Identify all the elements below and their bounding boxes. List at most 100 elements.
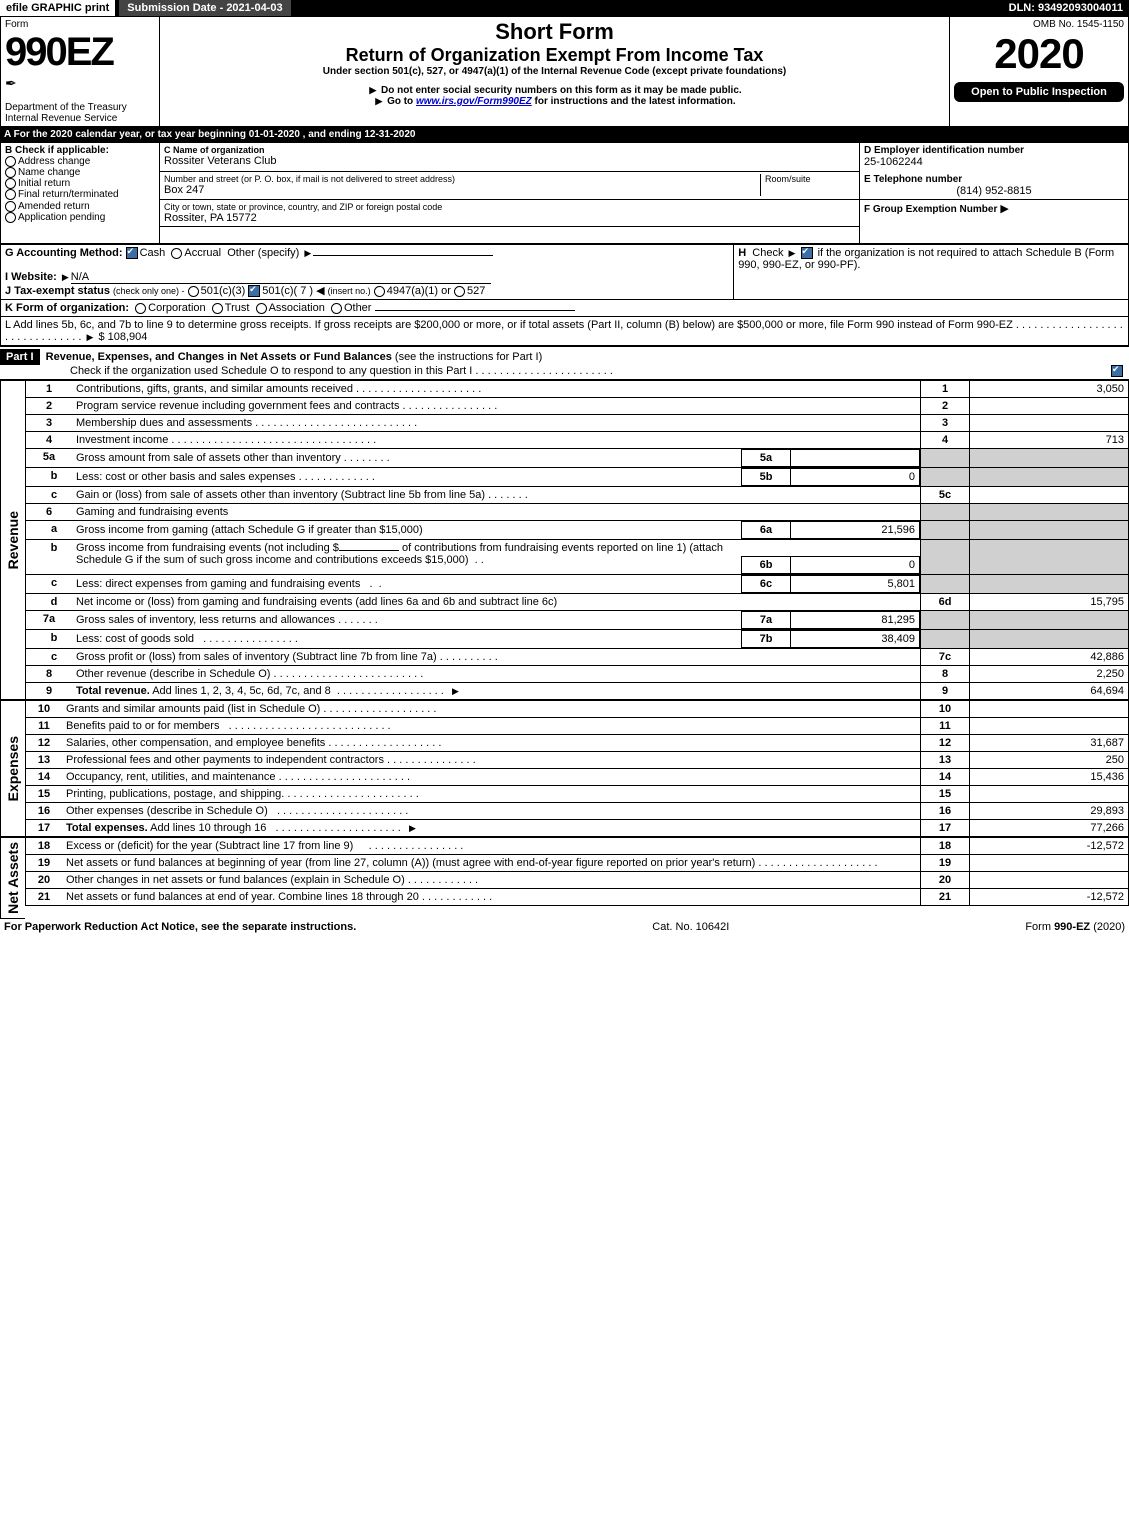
table-row: 20Other changes in net assets or fund ba…	[26, 872, 1129, 889]
501c-checkbox[interactable]	[248, 285, 260, 297]
name-change-label: Name change	[18, 167, 80, 178]
table-row: 21Net assets or fund balances at end of …	[26, 889, 1129, 906]
arrow-icon: ▶	[1000, 203, 1008, 215]
tax-year: 2020	[954, 30, 1124, 78]
table-row: 3Membership dues and assessments . . . .…	[26, 415, 1129, 432]
table-row: 6Gaming and fundraising events	[26, 504, 1129, 521]
final-return-label: Final return/terminated	[18, 190, 119, 201]
org-name: Rossiter Veterans Club	[164, 155, 855, 167]
table-row: 15Printing, publications, postage, and s…	[26, 786, 1129, 803]
table-row: 8Other revenue (describe in Schedule O) …	[26, 666, 1129, 683]
application-pending-radio[interactable]	[5, 212, 16, 223]
initial-return-label: Initial return	[18, 178, 70, 189]
net-assets-table: 18Excess or (deficit) for the year (Subt…	[25, 837, 1129, 906]
assoc-radio[interactable]	[256, 303, 267, 314]
e-phone-label: E Telephone number	[864, 174, 1124, 185]
accrual-radio[interactable]	[171, 248, 182, 259]
527-radio[interactable]	[454, 286, 465, 297]
form-number: 990EZ	[5, 30, 155, 75]
cat-no: Cat. No. 10642I	[652, 921, 729, 933]
submission-date: Submission Date - 2021-04-03	[119, 0, 290, 16]
room-suite-label: Room/suite	[765, 174, 855, 184]
omb-number: OMB No. 1545-1150	[954, 19, 1124, 30]
city-value: Rossiter, PA 15772	[164, 212, 855, 224]
revenue-table: 1Contributions, gifts, grants, and simil…	[25, 380, 1129, 700]
trust-radio[interactable]	[212, 303, 223, 314]
part-i-badge: Part I	[0, 349, 40, 365]
expenses-table: 10Grants and similar amounts paid (list …	[25, 700, 1129, 837]
other-specify-label: Other (specify)	[227, 247, 299, 259]
table-row: 4Investment income . . . . . . . . . . .…	[26, 432, 1129, 449]
insert-no-label: (insert no.)	[328, 286, 371, 296]
subtitle: Under section 501(c), 527, or 4947(a)(1)…	[164, 66, 945, 77]
k-label: K Form of organization:	[5, 302, 129, 314]
efile-print-button[interactable]: efile GRAPHIC print	[0, 0, 115, 16]
table-row: b Less: cost of goods sold . . . . . . .…	[26, 630, 1129, 649]
page-footer: For Paperwork Reduction Act Notice, see …	[0, 919, 1129, 935]
corp-radio[interactable]	[135, 303, 146, 314]
table-row: b Less: cost or other basis and sales ex…	[26, 468, 1129, 487]
4947-label: 4947(a)(1) or	[387, 285, 451, 297]
table-row: 5a Gross amount from sale of assets othe…	[26, 449, 1129, 468]
net-assets-section-label: Net Assets	[3, 838, 23, 918]
other-org-radio[interactable]	[331, 303, 342, 314]
final-return-radio[interactable]	[5, 189, 16, 200]
table-row: 16Other expenses (describe in Schedule O…	[26, 803, 1129, 820]
name-change-radio[interactable]	[5, 167, 16, 178]
527-label: 527	[467, 285, 485, 297]
arrow-icon	[373, 96, 384, 107]
501c3-radio[interactable]	[188, 286, 199, 297]
irs-link[interactable]: www.irs.gov/Form990EZ	[416, 96, 532, 107]
l-text: L Add lines 5b, 6c, and 7b to line 9 to …	[5, 319, 1013, 331]
arrow-icon	[787, 247, 798, 259]
table-row: 11Benefits paid to or for members . . . …	[26, 718, 1129, 735]
title-short-form: Short Form	[164, 19, 945, 45]
gross-receipts-value: $ 108,904	[98, 331, 147, 343]
ghijkl-block: G Accounting Method: Cash Accrual Other …	[0, 244, 1129, 346]
accrual-label: Accrual	[184, 247, 221, 259]
city-label: City or town, state or province, country…	[164, 202, 855, 212]
title-return: Return of Organization Exempt From Incom…	[164, 45, 945, 66]
table-row: dNet income or (loss) from gaming and fu…	[26, 594, 1129, 611]
other-specify-input[interactable]	[313, 255, 493, 256]
form-ref: Form 990-EZ (2020)	[1025, 921, 1125, 933]
cash-checkbox[interactable]	[126, 247, 138, 259]
f-group-label: F Group Exemption Number	[864, 204, 997, 215]
addr-label: Number and street (or P. O. box, if mail…	[164, 174, 760, 184]
assoc-label: Association	[269, 302, 325, 314]
table-row: 10Grants and similar amounts paid (list …	[26, 701, 1129, 718]
schedule-o-checkbox[interactable]	[1111, 365, 1123, 377]
other-org-label: Other	[344, 302, 372, 314]
address-change-radio[interactable]	[5, 156, 16, 167]
other-org-input[interactable]	[375, 310, 575, 311]
table-row: 12Salaries, other compensation, and empl…	[26, 735, 1129, 752]
table-row: 7a Gross sales of inventory, less return…	[26, 611, 1129, 630]
ein-value: 25-1062244	[864, 156, 1124, 168]
phone-value: (814) 952-8815	[864, 185, 1124, 197]
part-i-title: Revenue, Expenses, and Changes in Net As…	[46, 351, 392, 363]
6b-contrib-input[interactable]	[339, 550, 399, 551]
expenses-section-label: Expenses	[3, 732, 23, 805]
h-checkbox[interactable]	[801, 247, 813, 259]
part-i-header: Part I Revenue, Expenses, and Changes in…	[0, 346, 1129, 380]
application-pending-label: Application pending	[18, 212, 105, 223]
c-name-label: C Name of organization	[164, 145, 855, 155]
website-value: N/A	[71, 271, 491, 284]
table-row: 9Total revenue. Add lines 1, 2, 3, 4, 5c…	[26, 683, 1129, 700]
street-address: Box 247	[164, 184, 760, 196]
table-row: 19Net assets or fund balances at beginni…	[26, 855, 1129, 872]
table-row: 14Occupancy, rent, utilities, and mainte…	[26, 769, 1129, 786]
amended-return-label: Amended return	[18, 201, 90, 212]
initial-return-radio[interactable]	[5, 178, 16, 189]
address-change-label: Address change	[18, 156, 90, 167]
table-row: 2Program service revenue including gover…	[26, 398, 1129, 415]
table-row: 18Excess or (deficit) for the year (Subt…	[26, 838, 1129, 855]
h-check-label: Check	[752, 247, 783, 259]
goto-text: Go to www.irs.gov/Form990EZ for instruct…	[387, 96, 736, 107]
arrow-icon	[407, 822, 418, 834]
4947-radio[interactable]	[374, 286, 385, 297]
b-label: B Check if applicable:	[5, 145, 155, 156]
trust-label: Trust	[225, 302, 250, 314]
501c3-label: 501(c)(3)	[201, 285, 246, 297]
amended-return-radio[interactable]	[5, 201, 16, 212]
